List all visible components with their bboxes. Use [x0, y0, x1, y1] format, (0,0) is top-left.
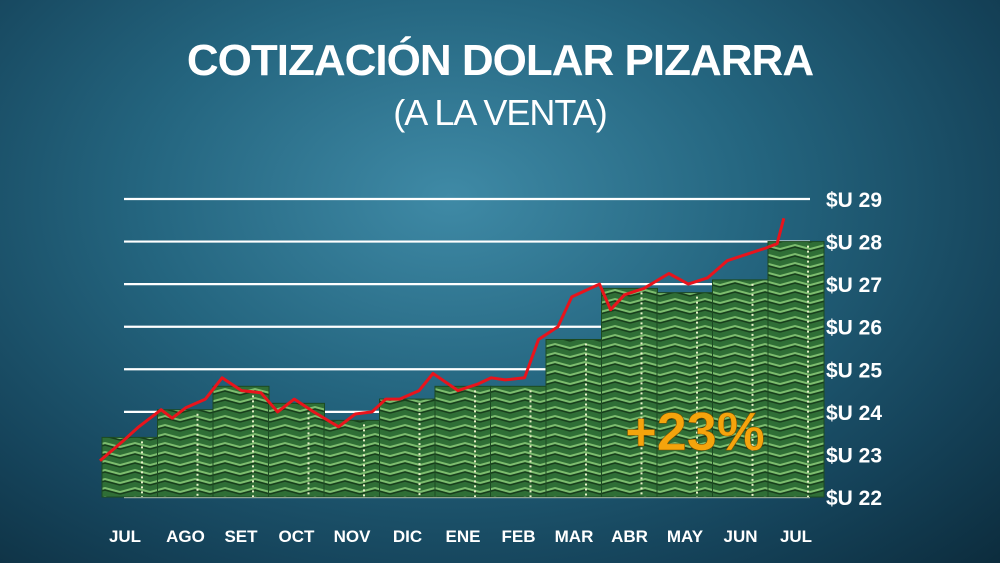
y-tick-label: $U 24	[826, 402, 882, 425]
bar-jul	[767, 241, 825, 498]
x-tick-label: JUL	[780, 527, 812, 546]
x-tick-label: OCT	[279, 527, 316, 546]
x-tick-label: JUN	[723, 527, 757, 546]
y-tick-label: $U 29	[826, 189, 882, 212]
x-tick-label: DIC	[393, 527, 422, 546]
chart-title: COTIZACIÓN DOLAR PIZARRA	[186, 36, 814, 85]
x-tick-label: ENE	[446, 527, 481, 546]
y-tick-label: $U 25	[826, 359, 882, 382]
bar-abr	[601, 287, 658, 498]
bar-mar	[545, 338, 603, 498]
bar-ago	[157, 409, 214, 498]
y-tick-label: $U 23	[826, 444, 882, 467]
growth-annotation: +23%	[625, 402, 765, 462]
bar-feb	[490, 385, 547, 498]
bar-dic	[379, 398, 436, 498]
y-tick-label: $U 22	[826, 487, 882, 510]
bar-oct	[268, 402, 325, 498]
y-tick-label: $U 27	[826, 274, 882, 297]
x-tick-label: NOV	[334, 527, 372, 546]
x-tick-label: JUL	[109, 527, 141, 546]
x-tick-label: MAR	[555, 527, 594, 546]
x-tick-label: AGO	[166, 527, 205, 546]
bar-may	[656, 292, 714, 498]
x-tick-label: FEB	[502, 527, 536, 546]
x-tick-label: SET	[224, 527, 258, 546]
bar-ene	[434, 385, 492, 498]
x-tick-label: ABR	[611, 527, 648, 546]
chart-subtitle: (A LA VENTA)	[393, 92, 607, 133]
x-tick-label: MAY	[667, 527, 704, 546]
bar-set	[212, 385, 270, 498]
bar-nov	[323, 419, 381, 498]
y-tick-label: $U 28	[826, 232, 882, 255]
y-tick-label: $U 26	[826, 317, 882, 340]
bar-jul	[101, 436, 159, 498]
bar-jun	[712, 279, 769, 498]
